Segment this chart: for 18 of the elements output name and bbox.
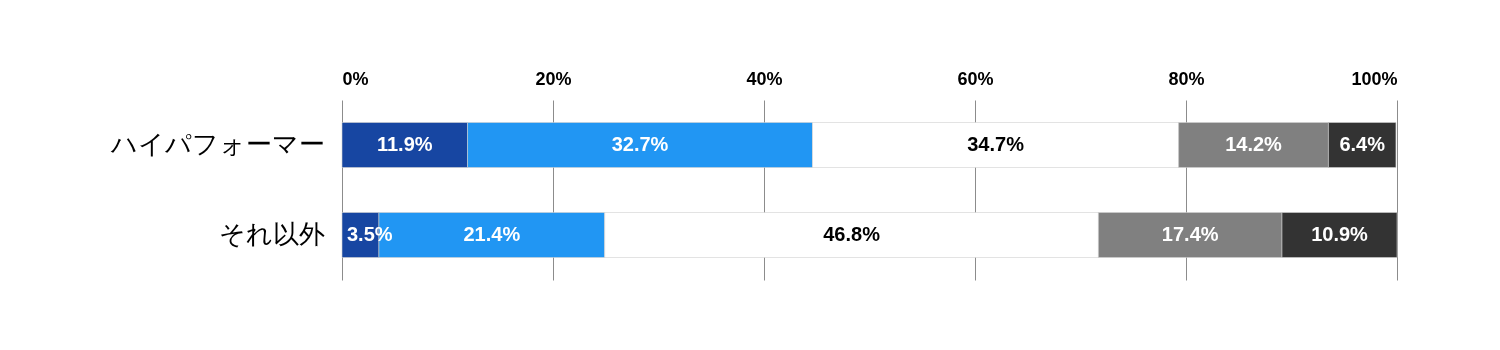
x-tick-label: 0% — [342, 68, 369, 89]
data-label: 14.2% — [1225, 133, 1283, 155]
data-label: 17.4% — [1161, 223, 1219, 245]
data-label: 21.4% — [463, 223, 521, 245]
x-tick-label: 100% — [1351, 68, 1398, 89]
x-tick-label: 20% — [535, 68, 572, 89]
y-tick-label: ハイパフォーマー — [109, 129, 325, 159]
x-tick-label: 60% — [957, 68, 994, 89]
x-tick-label: 80% — [1168, 68, 1205, 89]
data-label: 32.7% — [611, 133, 669, 155]
data-label: 11.9% — [376, 133, 433, 155]
data-label: 46.8% — [823, 223, 881, 245]
data-label: 3.5% — [347, 223, 393, 245]
data-label: 6.4% — [1339, 133, 1386, 155]
data-label: 34.7% — [967, 133, 1025, 155]
x-tick-label: 40% — [746, 68, 783, 89]
y-tick-label: それ以外 — [218, 219, 325, 249]
data-label: 10.9% — [1311, 223, 1369, 245]
